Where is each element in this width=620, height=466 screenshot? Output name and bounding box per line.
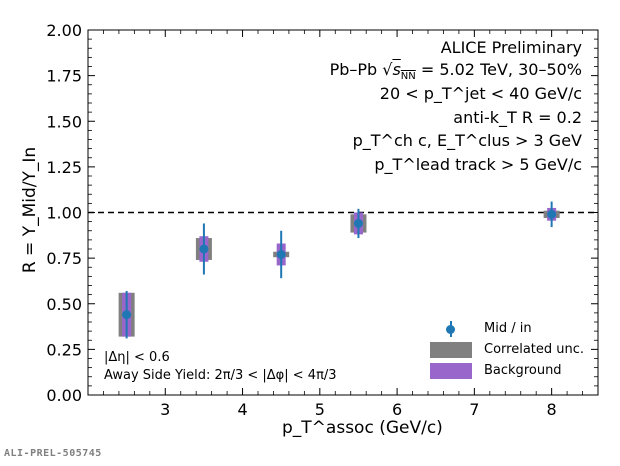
algorithm-label: anti-k_T R = 0.2 (453, 108, 582, 127)
legend-label-mid-in: Mid / in (484, 321, 532, 336)
x-tick-label-3: 6 (392, 400, 402, 419)
data-point-0 (122, 310, 132, 320)
legend-label-background: Background (484, 363, 562, 378)
legend-item-background: Background (430, 360, 584, 381)
x-tick-label-4: 7 (469, 400, 479, 419)
away-side-label: Away Side Yield: 2π/3 < |Δφ| < 4π/3 (104, 368, 337, 383)
x-tick-label-5: 8 (547, 400, 557, 419)
delta-eta-label: |Δη| < 0.6 (104, 350, 170, 365)
experiment-label: ALICE Preliminary (440, 38, 582, 57)
legend-marker-correlated (430, 341, 472, 358)
legend-marker-background (430, 362, 472, 379)
y-tick-label-8: 2.00 (46, 21, 82, 40)
data-point-3 (353, 218, 363, 228)
y-tick-label-7: 1.75 (46, 67, 82, 86)
y-tick-label-3: 0.75 (46, 249, 82, 268)
y-tick-label-2: 0.50 (46, 295, 82, 314)
x-axis-label: p_T^assoc (GeV/c) (282, 418, 443, 438)
y-axis-label: R = Y_Mid/Y_In (20, 146, 40, 274)
data-point-2 (276, 249, 286, 259)
y-tick-label-5: 1.25 (46, 158, 82, 177)
y-tick-label-0: 0.00 (46, 386, 82, 405)
y-tick-label-1: 0.25 (46, 340, 82, 359)
x-tick-label-0: 3 (160, 400, 170, 419)
system-label: Pb–Pb √sNN = 5.02 TeV, 30–50% (329, 60, 582, 83)
jet-pt-label: 20 < p_T^jet < 40 GeV/c (379, 84, 582, 103)
data-point-1 (199, 244, 209, 254)
data-point-4 (547, 209, 557, 219)
preliminary-id: ALI-PREL-505745 (4, 448, 102, 459)
x-tick-label-1: 4 (237, 400, 247, 419)
constituent-label: p_T^ch c, E_T^clus > 3 GeV (352, 131, 582, 150)
x-tick-label-2: 5 (315, 400, 325, 419)
legend-item-correlated: Correlated unc. (430, 339, 584, 360)
legend: Mid / in Correlated unc. Background (430, 318, 584, 381)
y-tick-label-4: 1.00 (46, 204, 82, 223)
legend-marker-point (430, 320, 472, 337)
legend-item-mid-in: Mid / in (430, 318, 584, 339)
lead-track-label: p_T^lead track > 5 GeV/c (374, 155, 582, 174)
y-tick-label-6: 1.50 (46, 112, 82, 131)
legend-label-correlated: Correlated unc. (484, 342, 585, 357)
